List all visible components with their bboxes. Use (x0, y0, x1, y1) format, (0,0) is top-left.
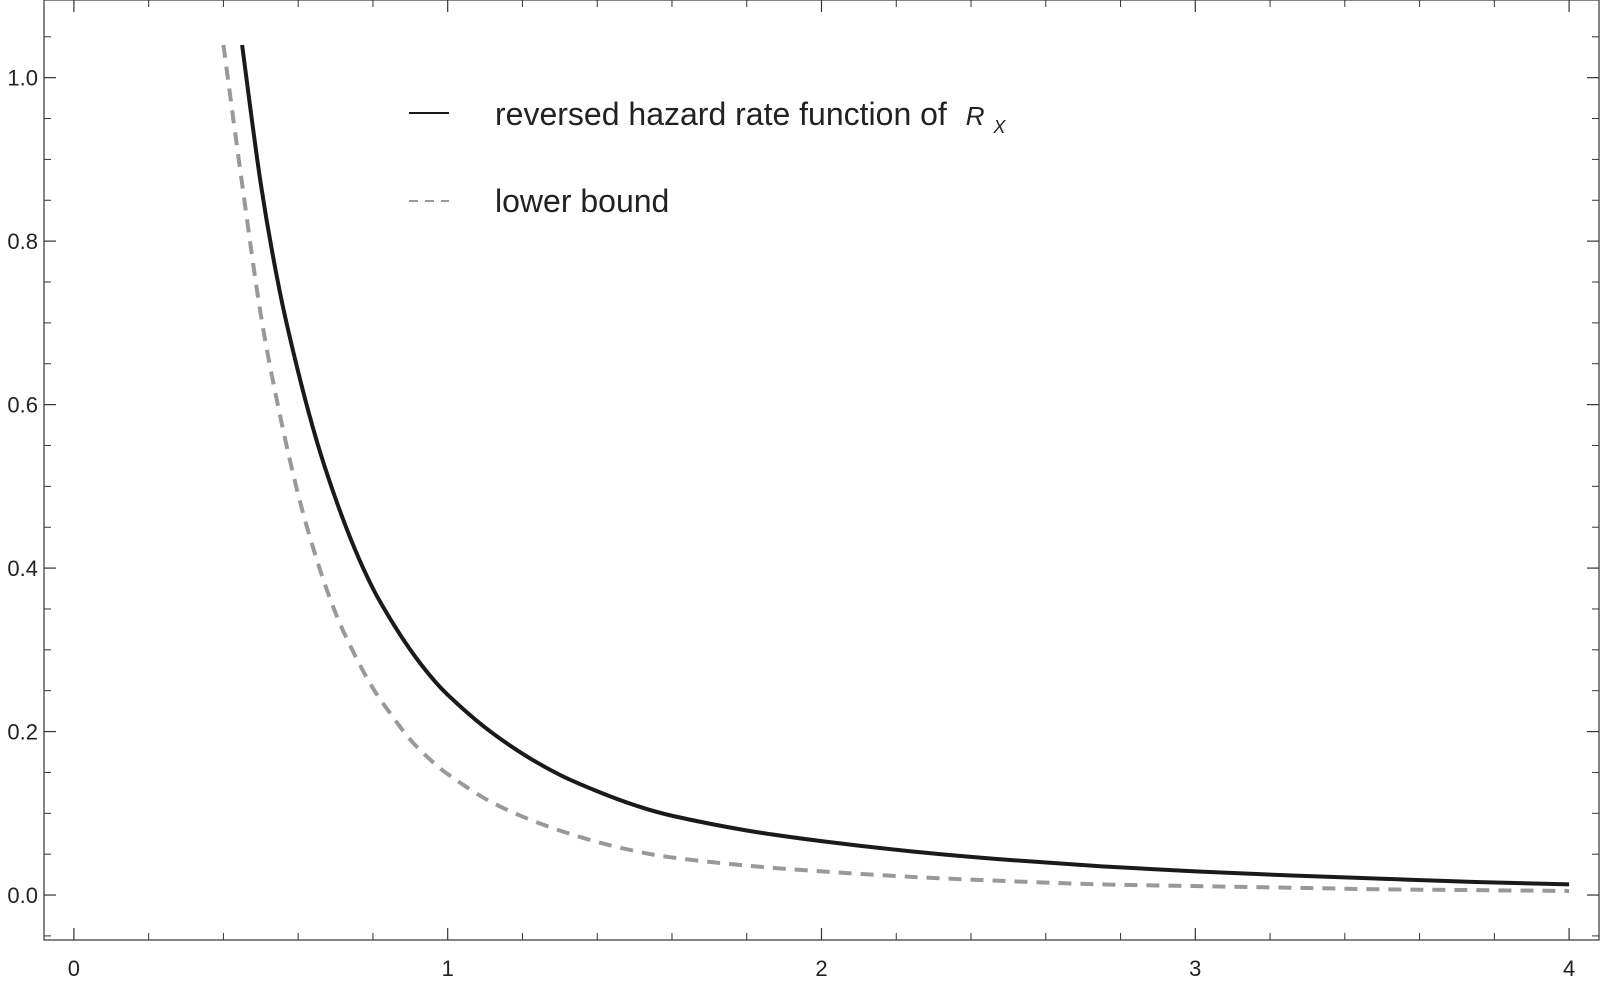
axis-ticks (44, 0, 1599, 940)
y-tick-label: 0.2 (7, 720, 38, 745)
y-tick-label: 0.8 (7, 229, 38, 254)
legend-symbol-subscript: X (992, 117, 1006, 137)
y-tick-label: 0.4 (7, 556, 38, 581)
legend-symbol: R (966, 101, 985, 131)
x-tick-label: 4 (1563, 956, 1575, 981)
x-tick-label: 0 (68, 956, 80, 981)
x-tick-label: 2 (815, 956, 827, 981)
legend-label-solid: reversed hazard rate function of R X (495, 96, 1006, 137)
plot-frame (43, 0, 1600, 941)
y-tick-label: 0.6 (7, 393, 38, 418)
axis-tick-labels: 0 1 2 3 4 0.0 0.2 0.4 0.6 0.8 1.0 (7, 66, 1575, 981)
legend-label-solid-text: reversed hazard rate function of (495, 96, 947, 132)
y-tick-label: 1.0 (7, 66, 38, 91)
y-tick-label: 0.0 (7, 883, 38, 908)
series-line-reversed-hazard-rate (240, 44, 1570, 887)
legend-label-dashed: lower bound (495, 183, 669, 219)
x-tick-label: 1 (442, 956, 454, 981)
series-lines (221, 44, 1570, 893)
series-line-lower-bound (221, 44, 1570, 893)
x-tick-label: 3 (1189, 956, 1201, 981)
legend: reversed hazard rate function of R X low… (409, 96, 1006, 219)
